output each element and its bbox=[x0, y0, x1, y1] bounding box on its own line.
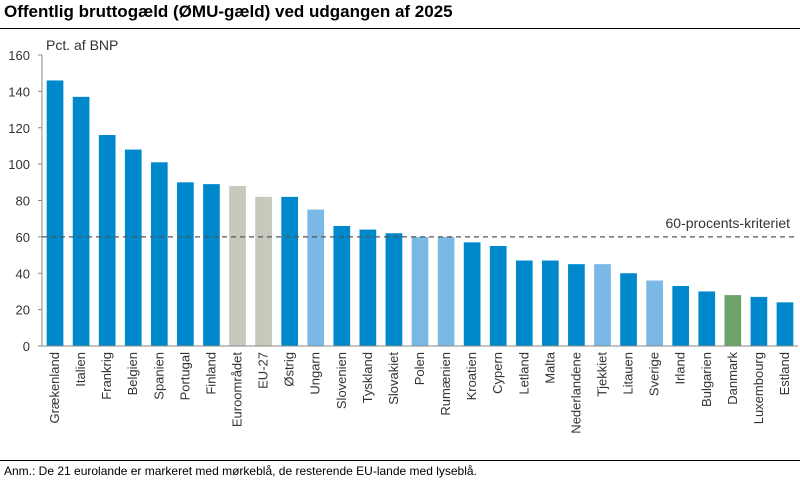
y-tick-label: 100 bbox=[8, 157, 30, 172]
x-tick-label: Kroatien bbox=[464, 352, 479, 400]
bar bbox=[46, 80, 64, 347]
y-tick-label: 40 bbox=[16, 266, 30, 281]
x-tick-label: Finland bbox=[203, 352, 218, 395]
x-tick-label: Euroområdet bbox=[230, 352, 245, 428]
y-tick-label: 20 bbox=[16, 303, 30, 318]
x-tick-label: Frankrig bbox=[99, 352, 114, 400]
bar bbox=[307, 209, 325, 346]
y-tick-label: 120 bbox=[8, 121, 30, 136]
x-tick-label: Grækenland bbox=[47, 352, 62, 424]
reference-line-label: 60-procents-kriteriet bbox=[666, 215, 791, 231]
x-tick-label: Tyskland bbox=[360, 352, 375, 403]
reference-line-group: 60-procents-kriteriet bbox=[42, 215, 798, 238]
y-tick-label: 140 bbox=[8, 84, 30, 99]
bars bbox=[42, 80, 798, 347]
bar bbox=[229, 185, 246, 346]
x-tick-label: Nederlandene bbox=[568, 352, 583, 434]
bar bbox=[124, 149, 142, 346]
x-tick-label: Luxembourg bbox=[751, 352, 766, 424]
bar bbox=[411, 236, 429, 346]
x-tick-label: Malta bbox=[542, 351, 557, 384]
y-tick-label: 160 bbox=[8, 48, 30, 63]
x-tick-label: Letland bbox=[516, 352, 531, 395]
x-tick-label: Østrig bbox=[282, 352, 297, 387]
bar bbox=[72, 96, 90, 346]
y-tick-label: 80 bbox=[16, 194, 30, 209]
footer-divider bbox=[0, 460, 800, 461]
x-tick-label: Cypern bbox=[490, 352, 505, 394]
bar bbox=[594, 264, 611, 346]
bar bbox=[463, 242, 481, 346]
bar bbox=[255, 196, 272, 346]
x-tick-label: Slovakiet bbox=[386, 352, 401, 405]
x-tick-label: Tjekkiet bbox=[594, 352, 609, 397]
bar bbox=[776, 302, 794, 346]
y-axis-label: Pct. af BNP bbox=[46, 37, 118, 53]
bar-chart: Pct. af BNP 0 20 40 60 80 100 120 140 160 60-pro… bbox=[8, 37, 798, 434]
bar bbox=[98, 135, 116, 346]
bar bbox=[646, 280, 663, 346]
x-tick-label: Litauen bbox=[621, 352, 636, 395]
bar bbox=[515, 260, 533, 346]
bar bbox=[542, 260, 559, 346]
bar bbox=[437, 236, 455, 346]
bar bbox=[177, 182, 194, 346]
bar bbox=[359, 229, 377, 346]
bar bbox=[724, 295, 742, 346]
chart-title: Offentlig bruttogæld (ØMU-gæld) ved udga… bbox=[4, 2, 453, 21]
title-divider bbox=[0, 28, 800, 29]
x-tick-label: Slovenien bbox=[334, 352, 349, 409]
bar bbox=[620, 273, 637, 346]
x-tick-label: Sverige bbox=[647, 352, 662, 396]
bar bbox=[489, 245, 507, 346]
bar bbox=[672, 285, 690, 346]
x-tick-label: Estland bbox=[777, 352, 792, 395]
bar bbox=[750, 296, 768, 346]
y-tick-label: 0 bbox=[23, 339, 30, 354]
x-tick-label: Belgien bbox=[125, 352, 140, 395]
bar bbox=[333, 225, 351, 346]
bar bbox=[203, 184, 220, 346]
bar bbox=[385, 233, 403, 346]
x-tick-label: Polen bbox=[412, 352, 427, 385]
x-axis-labels: Grækenland Italien Frankrig Belgien Spanien P… bbox=[47, 351, 792, 433]
bar bbox=[568, 264, 585, 346]
x-tick-label: Rumænien bbox=[438, 352, 453, 416]
x-tick-label: Portugal bbox=[177, 352, 192, 401]
x-tick-label: Spanien bbox=[151, 352, 166, 400]
bar bbox=[150, 162, 168, 346]
bar bbox=[698, 291, 716, 346]
footnote: Anm.: De 21 eurolande er markeret med mø… bbox=[4, 464, 477, 478]
y-tick-label: 60 bbox=[16, 230, 30, 245]
x-tick-label: Ungarn bbox=[308, 352, 323, 395]
y-axis: 0 20 40 60 80 100 120 140 160 bbox=[8, 48, 43, 354]
bar bbox=[281, 196, 298, 346]
x-tick-label: Irland bbox=[673, 352, 688, 385]
x-tick-label: Italien bbox=[73, 352, 88, 387]
x-tick-label: Bulgarien bbox=[699, 352, 714, 407]
x-tick-label: Danmark bbox=[725, 352, 740, 405]
x-tick-label: EU-27 bbox=[256, 352, 271, 389]
